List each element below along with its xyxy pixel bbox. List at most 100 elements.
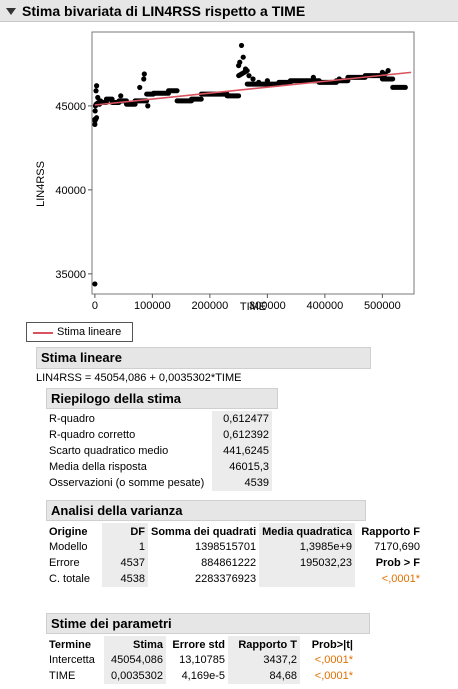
y-tick-label: 35000 <box>55 269 86 281</box>
params-term: Intercetta <box>49 654 95 666</box>
disclosure-triangle-icon[interactable] <box>6 7 16 15</box>
fit-section-header[interactable]: Stima lineare <box>36 347 371 369</box>
anova-origine: Errore <box>49 557 80 569</box>
params-table: Termine Stima Errore std Rapporto T Prob… <box>46 636 356 684</box>
data-point <box>92 121 98 127</box>
table-row: Intercetta 45054,086 13,10785 3437,2 <,0001* <box>46 652 356 668</box>
data-point <box>92 116 98 122</box>
anova-table: Origine DF Somma dei quadrati Media quad… <box>46 523 423 587</box>
anova-section-header[interactable]: Analisi della varianza <box>46 500 366 521</box>
anova-title: Analisi della varianza <box>51 503 183 518</box>
y-tick-label: 40000 <box>55 185 86 197</box>
data-point <box>237 59 243 65</box>
anova-ms: 1,3985e+9 <box>259 539 355 555</box>
summary-value: 0,612477 <box>212 411 272 427</box>
data-point <box>238 42 245 49</box>
data-point <box>94 83 100 89</box>
x-tick-label: 200000 <box>192 300 229 312</box>
anova-origine: C. totale <box>49 573 90 585</box>
table-row: C. totale 4538 2283376923 <,0001* <box>46 571 423 587</box>
report-title: Stima bivariata di LIN4RSS rispetto a TI… <box>22 3 306 19</box>
x-axis-label: TIME <box>240 301 266 313</box>
data-point <box>93 88 99 94</box>
table-row: Modello 1 1398515701 1,3985e+9 7170,690 <box>46 539 423 555</box>
anova-header-ms: Media quadratica <box>259 523 355 539</box>
summary-label: R-quadro corretto <box>49 429 136 441</box>
legend-swatch <box>33 332 53 334</box>
params-est: 45054,086 <box>104 652 166 668</box>
anova-ss: 2283376923 <box>194 573 257 585</box>
y-axis-label: LIN4RSS <box>35 161 47 207</box>
summary-value: 4539 <box>212 475 272 491</box>
x-tick-label: 500000 <box>364 300 401 312</box>
anova-header-f: Rapporto F <box>361 526 420 538</box>
data-point <box>264 78 270 84</box>
data-point <box>242 66 249 72</box>
summary-label: R-quadro <box>49 413 95 425</box>
params-term: TIME <box>49 670 76 682</box>
params-p: <,0001* <box>314 654 353 666</box>
params-p: <,0001* <box>314 670 353 682</box>
data-point <box>256 79 262 85</box>
data-point <box>240 54 246 60</box>
anova-ss: 884861222 <box>201 557 257 569</box>
summary-table: R-quadro 0,612477 R-quadro corretto 0,61239… <box>46 411 272 491</box>
x-tick-label: 100000 <box>134 300 171 312</box>
data-point <box>141 76 147 82</box>
summary-label: Osservazioni (o somme pesate) <box>49 477 205 489</box>
params-section-header[interactable]: Stime dei parametri <box>46 613 370 634</box>
legend: Stima lineare <box>26 322 133 342</box>
summary-title: Riepilogo della stima <box>51 391 182 406</box>
params-est: 0,0035302 <box>104 668 166 684</box>
data-point <box>246 73 252 79</box>
anova-header-ss: Somma dei quadrati <box>151 526 257 538</box>
params-t: 84,68 <box>228 668 300 684</box>
table-row: Errore 4537 884861222 195032,23 Prob > F <box>46 555 423 571</box>
data-point <box>92 108 98 114</box>
summary-value: 0,612392 <box>212 427 272 443</box>
anova-f: Prob > F <box>375 557 420 569</box>
table-row: Scarto quadratico medio 441,6245 <box>46 443 272 459</box>
table-row: R-quadro corretto 0,612392 <box>46 427 272 443</box>
table-row: Osservazioni (o somme pesate) 4539 <box>46 475 272 491</box>
params-title: Stime dei parametri <box>51 616 172 631</box>
anova-f: <,0001* <box>381 573 420 585</box>
params-header-term: Termine <box>49 639 91 651</box>
anova-origine: Modello <box>49 541 88 553</box>
summary-value: 46015,3 <box>212 459 272 475</box>
legend-label: Stima lineare <box>57 326 122 338</box>
table-row: TIME 0,0035302 4,169e-5 84,68 <,0001* <box>46 668 356 684</box>
data-point <box>145 103 151 109</box>
data-point <box>95 94 101 101</box>
params-t: 3437,2 <box>228 652 300 668</box>
params-header-p: Prob>|t| <box>311 639 353 651</box>
data-point <box>118 93 124 99</box>
fit-line <box>94 71 412 106</box>
anova-ms <box>259 571 355 587</box>
data-point <box>310 74 316 80</box>
params-header-est: Stima <box>104 636 166 652</box>
data-point <box>137 84 143 91</box>
x-tick-label: 400000 <box>307 300 344 312</box>
params-se: 13,10785 <box>179 654 225 666</box>
summary-section-header[interactable]: Riepilogo della stima <box>46 388 278 409</box>
summary-label: Scarto quadratico medio <box>49 445 169 457</box>
summary-value: 441,6245 <box>212 443 272 459</box>
fit-section-title: Stima lineare <box>41 350 122 365</box>
table-row: Media della risposta 46015,3 <box>46 459 272 475</box>
fit-equation: LIN4RSS = 45054,086 + 0,0035302*TIME <box>36 372 242 384</box>
y-tick-label: 45000 <box>55 101 86 113</box>
params-header-t: Rapporto T <box>228 636 300 652</box>
scatter-plot: 35000 40000 45000 0 100000 200000 300000 40000… <box>35 31 415 313</box>
data-point <box>141 71 147 77</box>
anova-header-df: DF <box>102 523 148 539</box>
anova-f: 7170,690 <box>374 541 420 553</box>
data-point <box>250 76 256 82</box>
data-point <box>92 281 98 287</box>
anova-df: 1 <box>102 539 148 555</box>
summary-label: Media della risposta <box>49 461 147 473</box>
anova-ms: 195032,23 <box>259 555 355 571</box>
anova-header-origine: Origine <box>49 526 88 538</box>
report-title-bar[interactable]: Stima bivariata di LIN4RSS rispetto a TI… <box>0 0 458 22</box>
x-tick-label: 0 <box>92 300 98 312</box>
